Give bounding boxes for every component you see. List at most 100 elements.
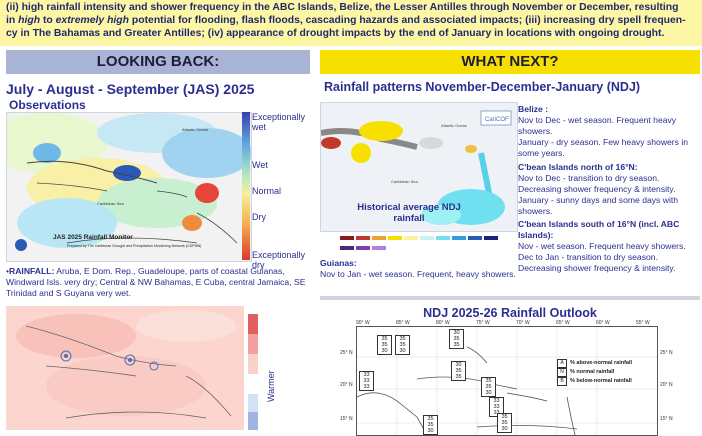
outlook-title: NDJ 2025-26 Rainfall Outlook xyxy=(423,306,597,320)
region-north-16: C'bean Islands north of 16°N: Nov to Dec… xyxy=(518,162,702,217)
probability-value: 33 xyxy=(363,384,370,390)
rainfall-label: RAINFALL: xyxy=(9,266,55,276)
probability-value: 33 xyxy=(363,372,370,378)
probability-value: 30 xyxy=(427,428,434,434)
legend-key: N xyxy=(557,368,567,377)
probability-value: 35 xyxy=(381,342,388,348)
banner-text: high rainfall intensity and shower frequ… xyxy=(18,2,679,13)
what-next-panel: WHAT NEXT? Rainfall patterns November-De… xyxy=(318,46,702,436)
banner-italic: extremely high xyxy=(55,15,129,26)
probability-value: 35 xyxy=(381,336,388,342)
what-next-header: WHAT NEXT? xyxy=(320,50,700,74)
legend-item-above: A% above-normal rainfall xyxy=(557,359,653,368)
outlook-legend: A% above-normal rainfall N% normal rainf… xyxy=(557,359,653,386)
banner-text: in xyxy=(6,15,19,26)
probability-value: 35 xyxy=(501,414,508,420)
lat-label: 25° N xyxy=(340,350,353,356)
lon-label: 55° W xyxy=(636,320,650,326)
probability-value: 35 xyxy=(453,336,460,342)
legend-item-normal: N% normal rainfall xyxy=(557,368,653,377)
rainfall-summary: •RAINFALL: Aruba, E Dom. Rep., Guadeloup… xyxy=(6,266,306,299)
banner-text: cy in The Bahamas and Greater Antilles; xyxy=(6,28,208,39)
probability-value: 35 xyxy=(501,420,508,426)
probability-box: 30 35 35 xyxy=(449,329,464,349)
region-south-16: C'bean Islands south of 16°N (incl. ABC … xyxy=(518,219,702,274)
banner-line-2: in high to extremely high potential for … xyxy=(6,14,696,27)
banner-text: increasing dry spell frequen- xyxy=(540,15,686,26)
legend-key: B xyxy=(557,377,567,386)
region-line: Nov to Jan - wet season. Frequent, heavy… xyxy=(320,269,516,279)
longitude-labels: 90° W 85° W 80° W 75° W 70° W 65° W 60° … xyxy=(356,320,656,328)
region-line: Nov to Dec - wet season. Frequent heavy … xyxy=(518,115,677,136)
legend-dry: Dry xyxy=(252,212,266,222)
probability-value: 33 xyxy=(493,404,500,410)
ndj-outlook-section: NDJ 2025-26 Rainfall Outlook 90° W 85° W… xyxy=(320,296,700,436)
region-head: C'bean Islands south of 16°N (incl. ABC … xyxy=(518,219,680,240)
region-head: C'bean Islands north of 16°N: xyxy=(518,162,638,172)
banner-marker-iv: (iv) xyxy=(207,28,224,39)
probability-box: 35 35 30 xyxy=(395,335,410,355)
ndj-rainfall-title: Rainfall patterns November-December-Janu… xyxy=(324,80,641,94)
region-head: Belize : xyxy=(518,104,549,114)
probability-value: 35 xyxy=(427,422,434,428)
banner-text: appearance of drought impacts by the end… xyxy=(223,28,665,39)
region-line: January - sunny days and some days with … xyxy=(518,195,679,216)
lon-label: 70° W xyxy=(516,320,530,326)
probability-value: 33 xyxy=(490,410,503,416)
legend-key: A xyxy=(557,359,567,368)
legend-gradient xyxy=(242,112,250,260)
jas-title: July - August - September (JAS) 2025 xyxy=(6,81,255,97)
outlook-map: A% above-normal rainfall N% normal rainf… xyxy=(356,326,658,436)
sst-map-graphic xyxy=(6,306,244,430)
region-guianas: Guianas: Nov to Jan - wet season. Freque… xyxy=(320,258,516,280)
legend-wet: Wet xyxy=(252,160,268,170)
rainfall-text: Aruba, E Dom. Rep., Guadeloupe, parts of… xyxy=(6,266,306,298)
lon-label: 85° W xyxy=(396,320,410,326)
banner-italic: high xyxy=(18,15,41,26)
historical-map-legend xyxy=(320,232,516,254)
lon-label: 75° W xyxy=(476,320,490,326)
caricof-logo: CariCOF xyxy=(485,117,509,123)
lat-label: 15° N xyxy=(340,416,353,422)
lat-label: 15° N xyxy=(660,416,673,422)
probability-box: 30 35 35 xyxy=(451,361,466,381)
probability-value: 33 xyxy=(493,398,500,404)
sst-legend-bar xyxy=(248,314,258,430)
bullet-icon: • xyxy=(6,266,10,276)
probability-value: 30 xyxy=(381,348,388,354)
probability-box: 35 35 30 xyxy=(423,415,438,435)
banner-line-1: (ii) high rainfall intensity and shower … xyxy=(6,1,696,14)
banner-marker-ii: (ii) xyxy=(6,2,19,13)
atlantic-label: Atlantic Ocean xyxy=(441,123,467,128)
legend-exceptionally-wet: Exceptionally wet xyxy=(252,112,306,132)
caribbean-label: Caribbean Sea xyxy=(97,201,124,206)
legend-normal: Normal xyxy=(252,186,282,196)
legend-exceptionally-dry: Exceptionally dry xyxy=(252,250,306,270)
region-line: Dec to Jan - transition to dry season. D… xyxy=(518,252,676,273)
warmer-label: Warmer xyxy=(266,370,276,402)
map-credit: Prepared by The Caribbean Drought and Pr… xyxy=(67,244,201,248)
lon-label: 90° W xyxy=(356,320,370,326)
probability-value: 30 xyxy=(453,330,460,336)
region-head: Guianas: xyxy=(320,258,357,268)
column-divider xyxy=(314,46,318,430)
banner-line-3: cy in The Bahamas and Greater Antilles; … xyxy=(6,27,696,40)
legend-text: % normal rainfall xyxy=(570,369,615,375)
historical-map-graphic: CariCOF Atlantic Ocean Caribbean Sea xyxy=(321,103,517,231)
legend-item-below: B% below-normal rainfall xyxy=(557,377,653,386)
probability-value: 35 xyxy=(427,416,434,422)
rainfall-legend-bar xyxy=(242,112,250,260)
historical-map-label: Historical average NDJ rainfall xyxy=(357,202,461,224)
lon-label: 80° W xyxy=(436,320,450,326)
looking-back-panel: LOOKING BACK: July - August - September … xyxy=(0,46,314,430)
rainfall-map-graphic: Atlantic Ocean Caribbean Sea JAS 2025 Ra… xyxy=(7,113,251,261)
region-belize: Belize : Nov to Dec - wet season. Freque… xyxy=(518,104,702,159)
region-line: Nov to Dec - transition to dry season. D… xyxy=(518,173,676,194)
probability-value: 30 xyxy=(485,390,492,396)
lat-label: 20° N xyxy=(660,382,673,388)
historical-legend-swatches xyxy=(340,236,498,250)
lat-label: 25° N xyxy=(660,350,673,356)
looking-back-header: LOOKING BACK: xyxy=(6,50,310,74)
